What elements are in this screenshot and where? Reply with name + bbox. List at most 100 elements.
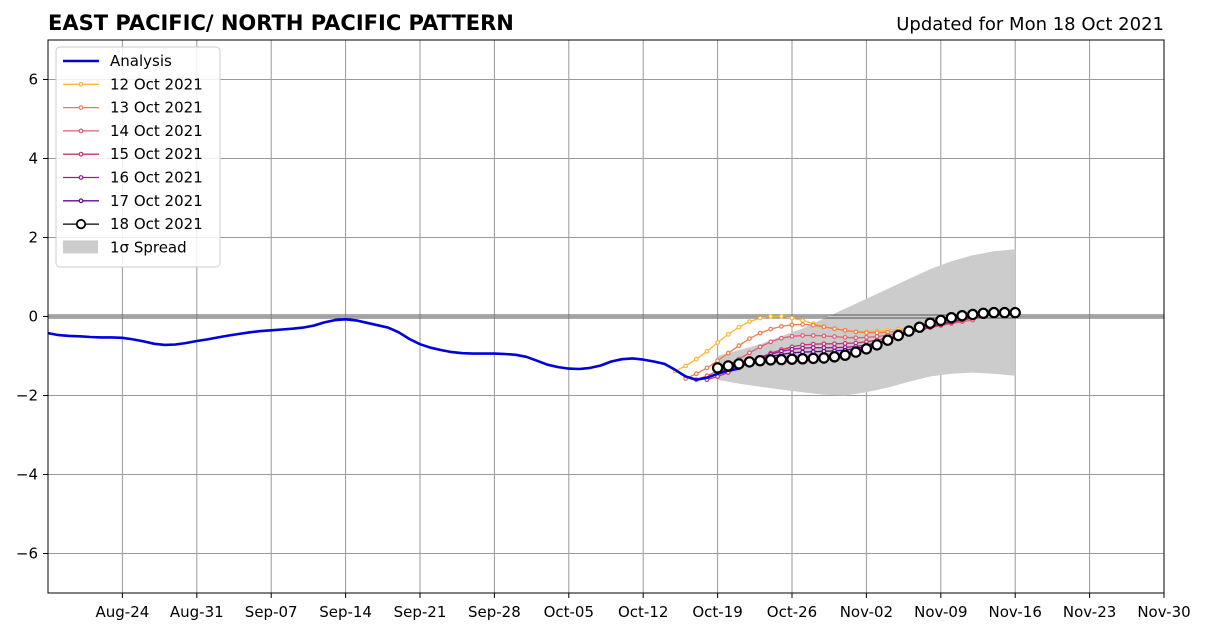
forecast-point xyxy=(988,306,1000,319)
forecast-point xyxy=(693,356,699,362)
forecast-point xyxy=(810,333,816,338)
forecast-point xyxy=(786,353,798,365)
legend-label: 16 Oct 2021 xyxy=(110,169,203,187)
forecast-point xyxy=(754,355,766,367)
forecast-point xyxy=(874,330,880,336)
legend-marker xyxy=(78,105,84,110)
y-tick-label: 0 xyxy=(28,308,38,326)
forecast-point xyxy=(935,314,947,327)
forecast-point xyxy=(779,335,784,341)
forecast-point xyxy=(853,335,859,341)
forecast-point xyxy=(704,365,710,371)
chart-subtitle: Updated for Mon 18 Oct 2021 xyxy=(896,14,1164,35)
forecast-point xyxy=(779,324,784,329)
y-tick-label: −6 xyxy=(16,545,38,563)
forecast-point xyxy=(800,333,805,338)
forecast-point xyxy=(715,340,720,346)
y-tick-label: 4 xyxy=(28,150,38,168)
legend-label: 14 Oct 2021 xyxy=(110,122,203,140)
forecast-point xyxy=(768,326,774,332)
legend-label: 12 Oct 2021 xyxy=(110,75,203,93)
forecast-point xyxy=(832,341,837,347)
forecast-point xyxy=(747,319,752,325)
forecast-point xyxy=(789,322,795,328)
legend: Analysis 12 Oct 2021 13 Oct 2021 14 Oct 202… xyxy=(55,46,221,268)
forecast-point xyxy=(683,363,689,369)
x-tick-label: Oct-26 xyxy=(767,603,817,621)
forecast-point xyxy=(743,356,756,368)
forecast-point xyxy=(693,371,699,377)
forecast-point xyxy=(765,354,777,366)
forecast-point xyxy=(711,362,724,374)
forecast-point xyxy=(832,326,837,332)
legend-item: 16 Oct 2021 xyxy=(63,169,203,187)
legend-item: 18 Oct 2021 xyxy=(63,215,203,233)
x-tick-label: Oct-19 xyxy=(692,603,742,621)
x-tick-label: Sep-21 xyxy=(394,603,447,621)
forecast-point xyxy=(725,350,731,356)
x-tick-label: Sep-28 xyxy=(468,603,521,621)
legend-item: 15 Oct 2021 xyxy=(63,145,203,163)
analysis-line-layer xyxy=(47,318,740,381)
forecast-point xyxy=(733,358,745,370)
legend-label: Analysis xyxy=(110,52,172,70)
legend-swatch xyxy=(63,240,98,254)
forecast-point xyxy=(871,339,883,351)
forecast-point xyxy=(882,334,894,346)
forecast-point xyxy=(821,341,827,347)
legend-marker xyxy=(75,219,87,230)
forecast-point xyxy=(779,314,784,319)
forecast-point xyxy=(892,329,905,342)
y-tick-label: 2 xyxy=(28,229,38,247)
forecast-point xyxy=(789,315,795,321)
forecast-point xyxy=(913,321,926,333)
forecast-point xyxy=(853,329,859,335)
x-tick-label: Sep-07 xyxy=(245,603,298,621)
y-axis: −6 −4 −2 0 2 4 6 xyxy=(16,71,48,563)
forecast-point xyxy=(903,325,915,337)
forecast-series xyxy=(711,306,1021,374)
x-tick-label: Oct-12 xyxy=(618,603,668,621)
forecast-point xyxy=(967,308,979,321)
forecast-point xyxy=(839,349,851,361)
legend-item: 17 Oct 2021 xyxy=(63,192,203,210)
legend-marker xyxy=(78,81,84,87)
legend-label: 18 Oct 2021 xyxy=(110,215,203,233)
forecast-point xyxy=(789,333,795,339)
x-tick-label: Nov-30 xyxy=(1137,603,1190,621)
x-tick-label: Nov-09 xyxy=(914,603,967,621)
forecast-point xyxy=(821,333,827,339)
legend-label: 1σ Spread xyxy=(110,238,187,256)
forecast-point xyxy=(747,350,752,356)
x-tick-label: Nov-02 xyxy=(840,603,893,621)
latest-forecast-layer xyxy=(711,306,1021,374)
forecast-point xyxy=(800,322,805,327)
forecast-point xyxy=(864,335,869,340)
forecast-point xyxy=(768,339,774,345)
y-tick-label: −4 xyxy=(16,466,38,484)
x-tick-label: Nov-16 xyxy=(989,603,1042,621)
legend-box xyxy=(55,46,221,268)
legend-marker xyxy=(78,151,84,157)
forecast-point xyxy=(768,314,774,319)
forecast-point xyxy=(725,331,731,337)
forecast-point xyxy=(736,343,742,349)
forecast-point xyxy=(775,353,788,366)
forecast-point xyxy=(842,341,848,346)
legend-item: Analysis xyxy=(63,52,172,70)
x-tick-label: Aug-31 xyxy=(170,603,224,621)
forecast-point xyxy=(796,353,809,365)
forecast-point xyxy=(1009,306,1021,319)
analysis-line xyxy=(47,318,740,381)
forecast-point xyxy=(715,358,720,364)
legend-label: 15 Oct 2021 xyxy=(110,145,203,163)
legend-label: 17 Oct 2021 xyxy=(110,192,203,210)
forecast-point xyxy=(747,336,752,342)
forecast-point xyxy=(998,306,1011,319)
x-tick-label: Oct-05 xyxy=(544,603,594,621)
chart-title: EAST PACIFIC/ NORTH PACIFIC PATTERN xyxy=(48,11,514,35)
forecast-point xyxy=(945,312,958,324)
forecast-point xyxy=(757,315,763,321)
forecast-point xyxy=(800,345,805,351)
forecast-point xyxy=(736,324,742,330)
